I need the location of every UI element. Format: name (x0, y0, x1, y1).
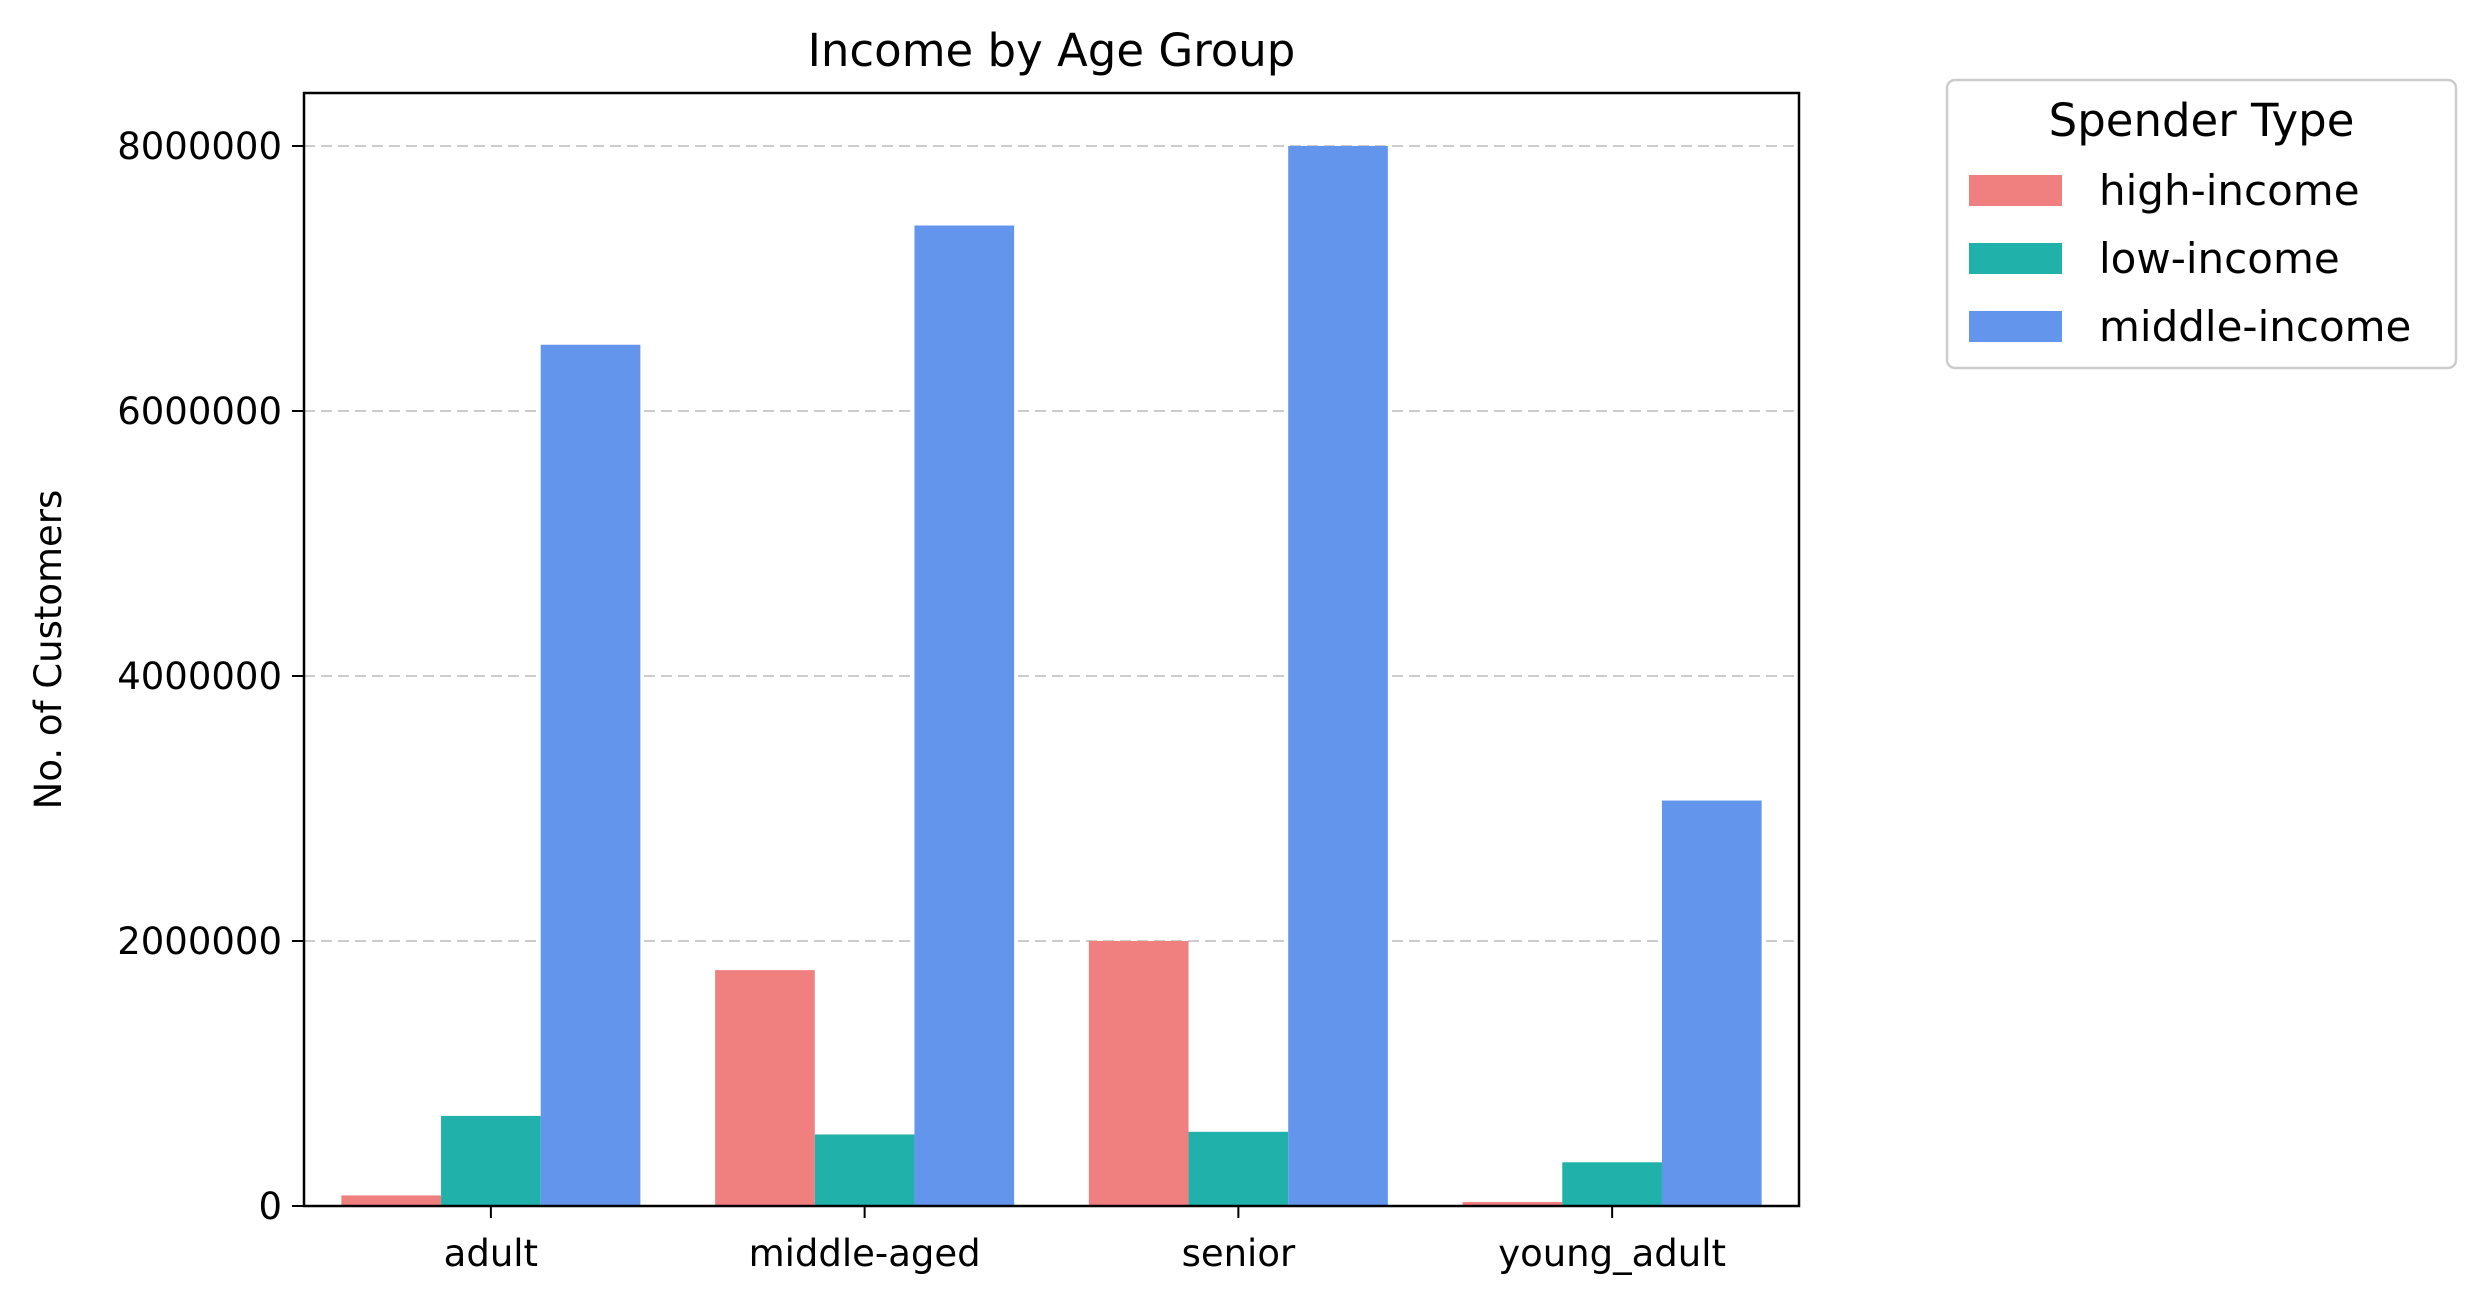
bar-low-income-senior (1188, 1131, 1289, 1206)
legend-label: high-income (2099, 166, 2360, 215)
y-tick-label: 0 (258, 1185, 282, 1228)
y-tick-label: 8000000 (117, 125, 282, 168)
y-tick-label: 2000000 (117, 920, 282, 963)
chart-title: Income by Age Group (808, 24, 1296, 77)
x-tick-label: young_adult (1498, 1232, 1726, 1275)
x-tick-label: adult (444, 1232, 538, 1275)
y-tick-label: 6000000 (117, 390, 282, 433)
legend-title: Spender Type (2049, 94, 2355, 147)
legend-box (1945, 78, 2458, 370)
bar-middle-income-adult (540, 344, 641, 1206)
legend-label: low-income (2099, 234, 2340, 283)
bar-low-income-middle-aged (814, 1134, 915, 1206)
bar-low-income-adult (441, 1115, 541, 1206)
gridlines (304, 145, 1799, 942)
y-axis-ticks: 0 2000000 4000000 6000000 8000000 (117, 125, 304, 1228)
y-tick-label: 4000000 (117, 655, 282, 698)
bar-middle-income-young_adult (1661, 800, 1762, 1206)
legend-swatch-low-income (1969, 243, 2062, 274)
bar-middle-income-middle-aged (914, 225, 1015, 1206)
bars (341, 146, 1762, 1206)
bar-high-income-middle-aged (715, 970, 815, 1206)
bar-high-income-adult (341, 1195, 442, 1206)
legend: Spender Type high-income low-income middle… (1945, 78, 2458, 370)
bar-high-income-young_adult (1462, 1202, 1563, 1206)
bar-low-income-young_adult (1562, 1162, 1662, 1206)
legend-swatch-middle-income (1969, 311, 2062, 342)
plot-frame (302, 91, 1801, 1208)
legend-swatch-high-income (1969, 175, 2062, 206)
x-axis-ticks: adult middle-aged senior young_adult (444, 1206, 1726, 1275)
x-tick-label: senior (1182, 1232, 1296, 1275)
bar-high-income-senior (1088, 941, 1189, 1206)
bar-middle-income-senior (1288, 146, 1388, 1206)
legend-items: high-income low-income middle-income (1969, 166, 2411, 351)
x-tick-label: middle-aged (749, 1232, 981, 1275)
legend-label: middle-income (2099, 302, 2411, 351)
y-axis-label: No. of Customers (27, 490, 70, 810)
